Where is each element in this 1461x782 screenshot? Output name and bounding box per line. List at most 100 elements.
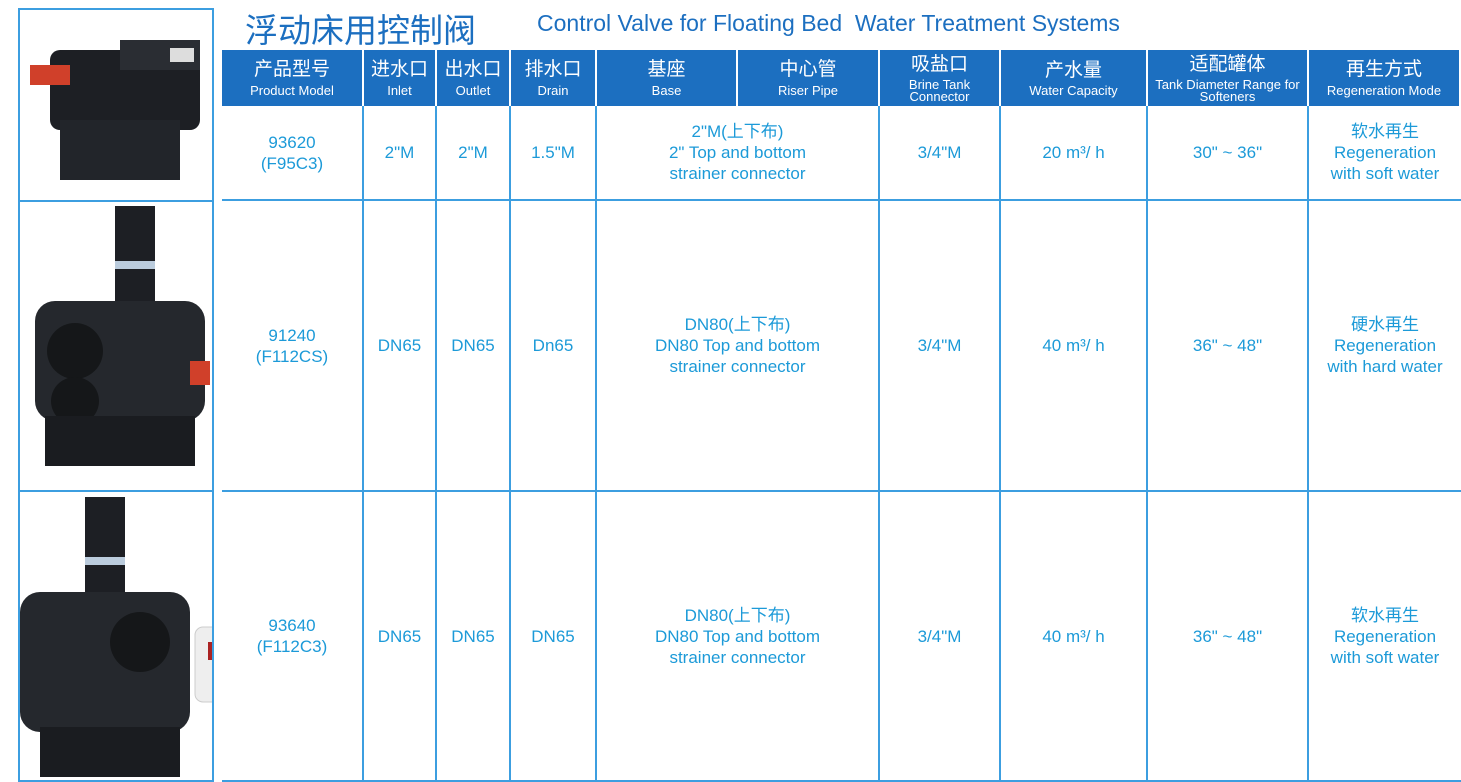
cell-line: DN65: [531, 626, 575, 646]
header-zh: 中心管: [779, 59, 837, 80]
cell-line: DN80(上下布): [684, 605, 791, 625]
cell-line: 2" Top and bottom: [668, 143, 807, 162]
cell-line: 36" ~ 48": [1192, 336, 1263, 355]
table-cell: 40 m³/ h: [1001, 492, 1148, 782]
cell-line: strainer connector: [669, 357, 806, 376]
cell-line: DN65: [377, 626, 422, 646]
cell-line: 36" ~ 48": [1192, 626, 1263, 646]
cell-line: DN80 Top and bottom: [654, 626, 821, 646]
table-cell: 1.5"M: [511, 106, 597, 201]
table-cell: DN65: [364, 492, 437, 782]
table-cell: 2"M(上下布) 2" Top and bottom strainer connec…: [597, 106, 880, 201]
table-cell: 2"M: [437, 106, 511, 201]
table-cell: 硬水再生 Regeneration with hard water: [1309, 201, 1461, 492]
header-cell: 基座 Base: [597, 50, 738, 106]
header-cell: 再生方式 Regeneration Mode: [1309, 50, 1461, 106]
cell-line: 硬水再生: [1351, 315, 1419, 334]
table-cell: 91240 (F112CS): [222, 201, 364, 492]
table-cell: 软水再生 Regeneration with soft water: [1309, 106, 1461, 201]
table-cell: 3/4"M: [880, 201, 1001, 492]
cell-line: Regeneration: [1333, 143, 1437, 162]
table-cell: 3/4"M: [880, 492, 1001, 782]
header-zh: 进水口: [370, 59, 428, 80]
cell-line: 3/4"M: [917, 336, 962, 355]
header-zh: 适配罐体: [1189, 53, 1266, 75]
cell-line: 软水再生: [1351, 122, 1419, 141]
header-en: Tank Diameter Range for Softeners: [1155, 76, 1300, 104]
cell-line: Regeneration: [1333, 626, 1437, 646]
header-en: Riser Pipe: [778, 83, 838, 98]
table-cell: DN80(上下布) DN80 Top and bottom strainer con…: [597, 201, 880, 492]
header-cell: 适配罐体 Tank Diameter Range for Softeners: [1148, 50, 1309, 106]
table-cell: DN65: [437, 201, 511, 492]
cell-line: 3/4"M: [917, 143, 962, 162]
cell-line: 93620: [268, 132, 316, 152]
cell-line: DN65: [451, 336, 495, 355]
header-en: Water Capacity: [1029, 82, 1118, 98]
table-cell: DN65: [364, 201, 437, 492]
header-en: Inlet: [387, 83, 412, 98]
product-image: [18, 201, 214, 492]
table-cell: 93620 (F95C3): [222, 106, 364, 201]
product-image: [18, 8, 214, 202]
cell-line: 91240: [268, 325, 316, 345]
cell-line: 软水再生: [1351, 605, 1419, 625]
table-cell: 93640 (F112C3): [222, 492, 364, 782]
cell-line: strainer connector: [669, 164, 806, 183]
table-cell: 36" ~ 48": [1148, 492, 1309, 782]
header-en: Drain: [537, 83, 569, 98]
valve-drawing: [35, 206, 210, 466]
valve-drawing: [30, 40, 200, 180]
cell-line: (F112CS): [255, 346, 329, 366]
title-en: Control Valve for Floating Bed Water Tre…: [537, 10, 1120, 36]
header-en: Product Model: [250, 83, 334, 98]
header-cell: 产水量 Water Capacity: [1001, 50, 1148, 106]
table-cell: 3/4"M: [880, 106, 1001, 201]
table-cell: 2"M: [364, 106, 437, 201]
header-en: Base: [651, 83, 682, 98]
cell-line: (F112C3): [256, 637, 328, 656]
cell-line: (F95C3): [260, 153, 324, 173]
cell-line: DN65: [451, 626, 495, 646]
header-zh: 产水量: [1044, 59, 1102, 81]
cell-line: with soft water: [1330, 164, 1440, 183]
cell-line: with hard water: [1327, 357, 1443, 376]
header-zh: 基座: [647, 59, 686, 80]
table-cell: 软水再生 Regeneration with soft water: [1309, 492, 1461, 782]
cell-line: 3/4"M: [917, 626, 962, 646]
cell-line: 93640: [268, 616, 316, 635]
header-cell: 出水口 Outlet: [437, 50, 511, 106]
header-zh: 再生方式: [1345, 59, 1422, 80]
cell-line: 40 m³/ h: [1042, 626, 1105, 646]
header-en: Outlet: [455, 83, 491, 98]
table-cell: 40 m³/ h: [1001, 201, 1148, 492]
cell-line: strainer connector: [669, 647, 806, 667]
cell-line: 40 m³/ h: [1042, 336, 1105, 355]
header-cell: 排水口 Drain: [511, 50, 597, 106]
cell-line: 2"M: [384, 143, 415, 162]
header-zh: 排水口: [524, 59, 582, 80]
cell-line: 1.5"M: [531, 143, 575, 162]
cell-line: 30" ~ 36": [1192, 143, 1263, 162]
table-cell: Dn65: [511, 201, 597, 492]
cell-line: 2"M(上下布): [691, 122, 784, 141]
table-cell: DN80(上下布) DN80 Top and bottom strainer con…: [597, 492, 880, 782]
header-cell: 中心管 Riser Pipe: [738, 50, 880, 106]
cell-line: with soft water: [1330, 647, 1440, 667]
header-en: Regeneration Mode: [1326, 83, 1442, 98]
table-cell: 20 m³/ h: [1001, 106, 1148, 201]
header-zh: 出水口: [444, 59, 502, 80]
header-cell: 产品型号 Product Model: [222, 50, 364, 106]
title-zh: 浮动床用控制阀: [245, 12, 476, 49]
cell-line: DN80 Top and bottom: [654, 336, 821, 355]
header-cell: 吸盐口 Brine Tank Connector: [880, 50, 1001, 106]
cell-line: Dn65: [532, 336, 574, 355]
table-cell: 36" ~ 48": [1148, 201, 1309, 492]
cell-line: 20 m³/ h: [1042, 143, 1105, 162]
table-cell: DN65: [511, 492, 597, 782]
cell-line: DN65: [377, 336, 422, 355]
cell-line: Regeneration: [1333, 336, 1437, 355]
header-cell: 进水口 Inlet: [364, 50, 437, 106]
